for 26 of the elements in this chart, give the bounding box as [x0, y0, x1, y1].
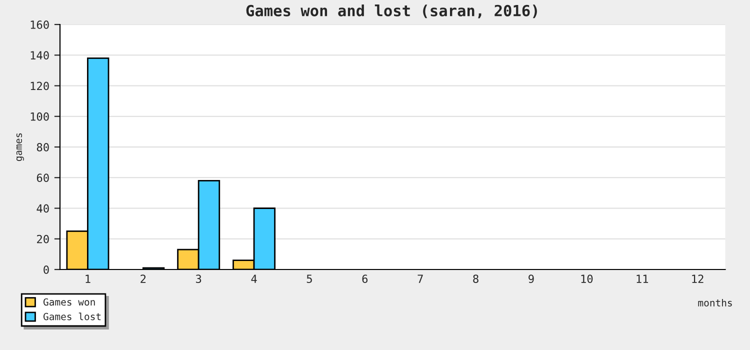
- x-tick-label: 1: [86, 274, 90, 283]
- y-tick-label: 80: [36, 143, 49, 152]
- x-tick-label: 2: [140, 274, 146, 283]
- y-tick-label: 100: [30, 112, 49, 121]
- y-tick-label: 20: [37, 234, 49, 244]
- y-tick-label: 140: [30, 51, 49, 60]
- x-tick-label: 3: [196, 274, 202, 284]
- x-tick-label: 8: [473, 274, 478, 284]
- chart-title: Games won and lost (saran, 2016): [246, 4, 537, 18]
- legend-label: Games lost: [43, 312, 101, 320]
- y-tick-label: 60: [36, 174, 49, 182]
- legend-label: Games won: [43, 298, 95, 306]
- x-tick-label: 5: [306, 274, 312, 284]
- x-tick-label: 12: [692, 274, 704, 283]
- x-tick-label: 4: [251, 274, 257, 283]
- x-axis-title: months: [698, 298, 732, 306]
- x-tick-label: 11: [636, 274, 648, 283]
- y-tick-label: 120: [30, 82, 49, 90]
- x-tick-label: 9: [528, 274, 534, 284]
- x-tick-label: 7: [418, 274, 423, 283]
- x-tick-label: 6: [362, 274, 368, 284]
- y-tick-label: 160: [30, 20, 49, 29]
- x-tick-label: 10: [581, 274, 593, 284]
- y-tick-label: 40: [36, 204, 49, 213]
- y-axis-title: games: [16, 133, 24, 162]
- y-tick-label: 0: [44, 266, 49, 274]
